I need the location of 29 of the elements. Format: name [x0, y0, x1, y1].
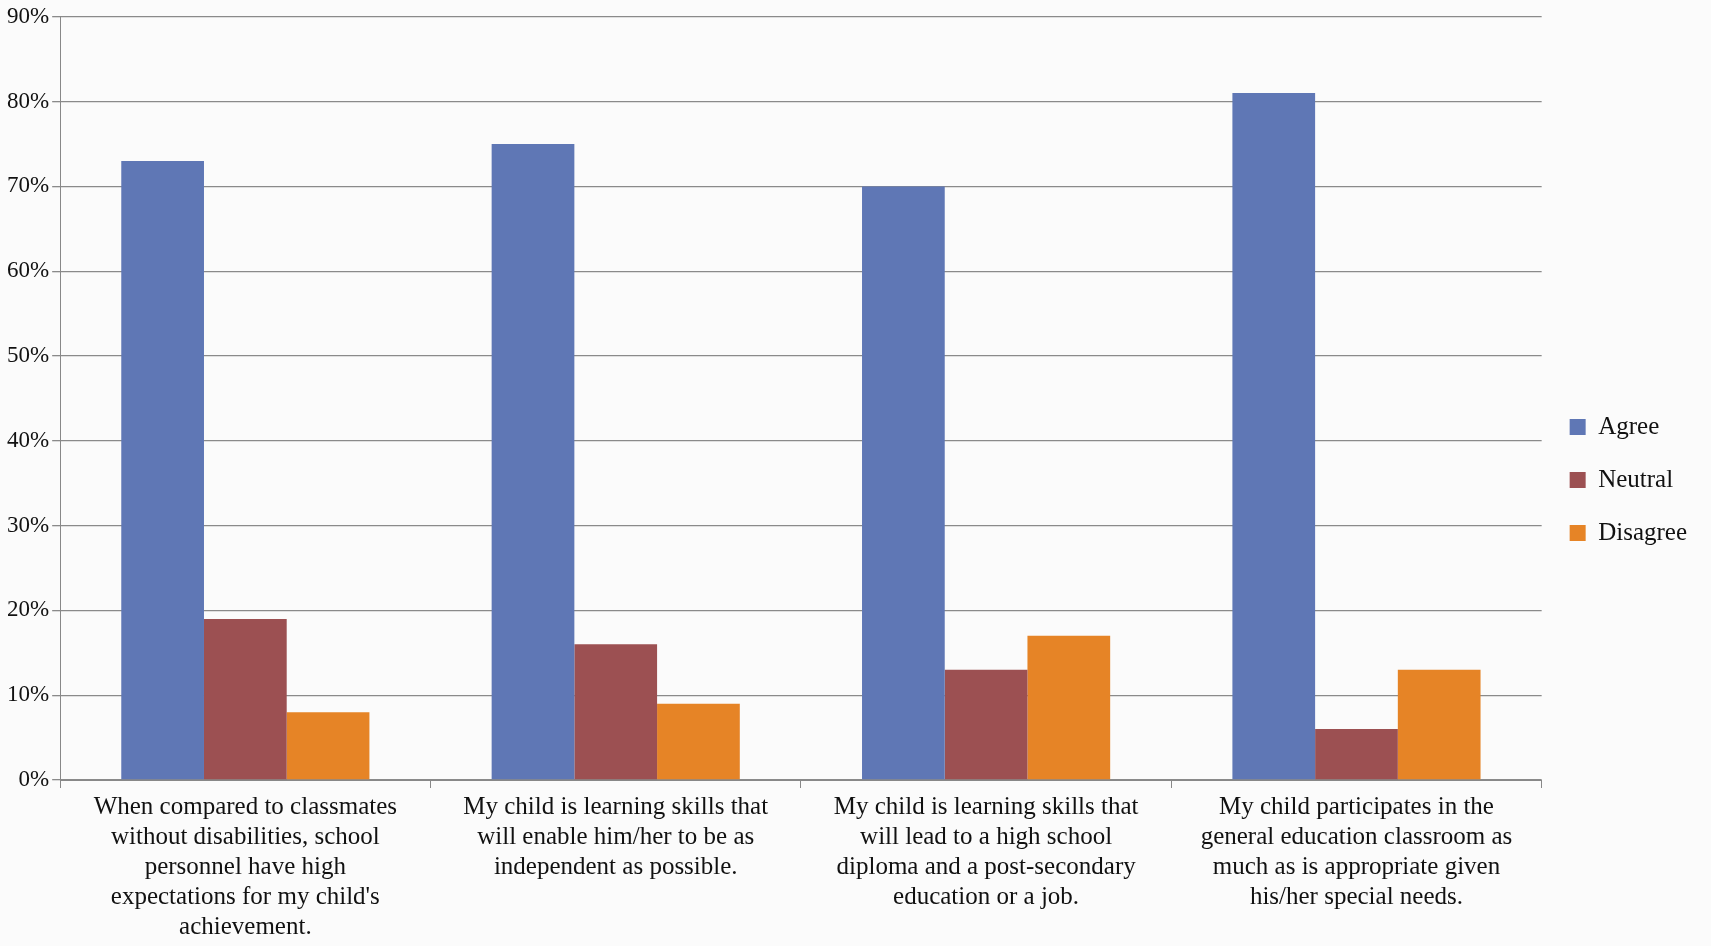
y-tick-label: 30%	[6, 511, 50, 537]
bar	[862, 186, 945, 780]
y-tick-label: 40%	[6, 426, 50, 452]
x-tick-label: My child is learning skills that will enable him/her to be as independent as possible.	[463, 791, 769, 879]
y-tick-label: 80%	[6, 87, 50, 113]
bar	[944, 669, 1028, 780]
bar	[657, 703, 740, 780]
x-tick-label: When compared to classmates without disabilities, school personnel have high expectations for my child's achievement.	[93, 791, 398, 939]
legend-label: Neutral	[1598, 464, 1674, 492]
legend-label: Agree	[1598, 411, 1660, 439]
y-tick-label: 60%	[6, 257, 50, 283]
bar	[1315, 729, 1398, 780]
bar	[203, 618, 287, 780]
bar	[1232, 93, 1316, 780]
y-tick-label: 10%	[6, 681, 50, 707]
bar	[1397, 669, 1481, 780]
bar	[1027, 635, 1111, 780]
legend-label: Disagree	[1598, 517, 1687, 545]
y-tick-label: 0%	[18, 766, 50, 792]
bar	[121, 160, 204, 780]
y-tick-label: 20%	[6, 596, 50, 622]
y-tick-label: 90%	[6, 2, 50, 28]
x-tick-label: My child participates in the general education classroom as much as is appropriate given his/her special needs.	[1200, 791, 1513, 909]
x-tick-label: My child is learning skills that will lead to a high school diploma and a post-secondary education or a job.	[833, 791, 1139, 909]
y-tick-label: 50%	[6, 342, 50, 368]
bar	[574, 644, 658, 780]
y-tick-label: 70%	[6, 172, 50, 198]
bar	[286, 712, 370, 780]
bar	[491, 144, 575, 780]
